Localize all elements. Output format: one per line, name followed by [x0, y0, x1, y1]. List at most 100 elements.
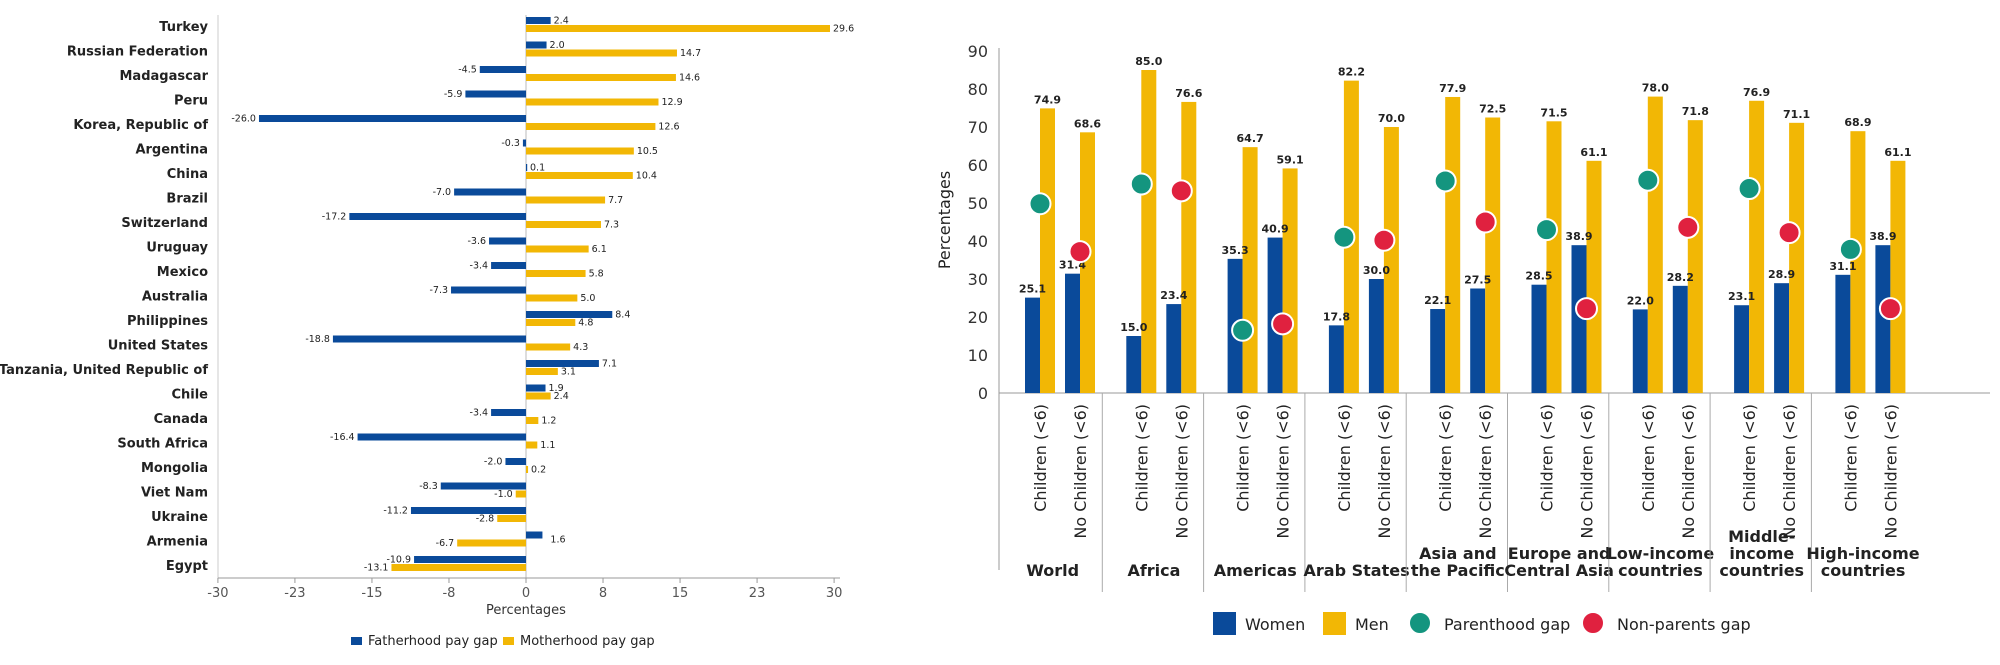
- fatherhood-bar: [526, 164, 528, 171]
- motherhood-bar: [526, 123, 656, 130]
- men-bar: [1749, 100, 1765, 393]
- women-value-label: 22.1: [1424, 294, 1451, 307]
- group-label: countries: [1821, 561, 1906, 580]
- data-label: 5.0: [580, 293, 595, 304]
- category-label: Brazil: [166, 192, 208, 207]
- data-label: -1.0: [494, 489, 513, 500]
- data-label: 0.2: [531, 465, 546, 476]
- data-label: 5.8: [589, 269, 604, 280]
- data-label: 2.4: [554, 391, 569, 402]
- data-label: 4.3: [573, 342, 588, 353]
- men-value-label: 76.9: [1743, 86, 1770, 99]
- motherhood-bar: [526, 270, 586, 277]
- men-value-label: 78.0: [1642, 82, 1669, 95]
- category-label: Argentina: [135, 143, 208, 158]
- men-bar: [1687, 120, 1703, 393]
- x-tick-label: -15: [361, 586, 382, 601]
- children-label: Children (<6): [1234, 404, 1253, 512]
- motherhood-bar: [526, 368, 558, 375]
- men-bar: [1141, 70, 1157, 393]
- motherhood-bar: [526, 98, 659, 106]
- y-tick-label: 20: [968, 308, 988, 327]
- group-label: the Pacific: [1411, 561, 1505, 580]
- non-parents-gap-marker: [1676, 215, 1700, 239]
- fatherhood-bar: [526, 384, 546, 392]
- men-value-label: 72.5: [1479, 103, 1506, 116]
- men-bar: [1383, 127, 1399, 393]
- men-value-label: 76.6: [1175, 87, 1202, 100]
- men-bar: [1546, 121, 1562, 394]
- x-tick-label: -8: [442, 586, 455, 601]
- legend-swatch-motherhood: [503, 637, 514, 645]
- men-value-label: 59.1: [1277, 153, 1304, 166]
- children-label: Children (<6): [1132, 404, 1151, 512]
- men-bar: [1850, 131, 1866, 393]
- y-tick-label: 10: [968, 346, 988, 365]
- data-label: 8.4: [615, 310, 630, 321]
- data-label: -3.4: [470, 261, 489, 272]
- men-bar: [1789, 122, 1805, 393]
- data-label: 14.6: [679, 73, 700, 84]
- motherhood-bar: [526, 196, 606, 204]
- women-bar: [1632, 309, 1648, 393]
- legend-label-women: Women: [1245, 615, 1305, 634]
- category-label: United States: [108, 339, 209, 354]
- men-value-label: 82.2: [1338, 66, 1365, 79]
- category-label: South Africa: [117, 437, 208, 452]
- women-bar: [1368, 279, 1384, 393]
- right-bars: 25.174.931.468.615.085.023.476.635.364.7…: [1019, 55, 1911, 394]
- category-label: Korea, Republic of: [73, 118, 208, 133]
- y-tick-label: 70: [968, 118, 988, 137]
- data-label: -0.3: [501, 138, 520, 149]
- no-children-label: No Children (<6): [1071, 404, 1090, 539]
- right-employment-chart: Percentages 0 10 20 30 40 50 60 70 80 90 25.1 74.9…: [935, 42, 1990, 635]
- parenthood-gap-marker: [1737, 177, 1761, 201]
- children-label: Children (<6): [1841, 404, 1860, 512]
- legend-swatch-fatherhood: [351, 637, 362, 645]
- data-label: 7.1: [602, 359, 617, 370]
- category-label: Switzerland: [121, 216, 208, 231]
- data-label: -7.0: [433, 187, 452, 198]
- motherhood-bar: [391, 564, 526, 571]
- fatherhood-bar: [526, 531, 543, 539]
- women-bar: [1166, 304, 1182, 393]
- left-legend: Fatherhood pay gap Motherhood pay gap: [351, 634, 655, 649]
- fatherhood-bar: [526, 311, 613, 318]
- women-value-label: 27.5: [1464, 274, 1491, 287]
- left-bars: Turkey 2.4 29.6 Russian Federation 2.0 14.7 Ma…: [0, 16, 854, 575]
- men-value-label: 68.6: [1074, 117, 1101, 130]
- x-tick-label: 0: [522, 586, 530, 601]
- motherhood-bar: [526, 147, 634, 155]
- data-label: -7.3: [429, 285, 448, 296]
- left-x-ticks: -30 -23 -15 -8 0 8 15 23 30: [207, 578, 842, 601]
- group-label: Low-income: [1607, 544, 1715, 563]
- men-value-label: 68.9: [1844, 116, 1871, 129]
- fatherhood-bar: [526, 360, 599, 367]
- children-label: Children (<6): [1740, 404, 1759, 512]
- x-tick-label: 15: [672, 586, 689, 601]
- women-value-label: 22.0: [1627, 294, 1654, 307]
- legend-label-motherhood: Motherhood pay gap: [520, 634, 655, 649]
- parenthood-gap-marker: [1028, 192, 1052, 216]
- women-value-label: 31.1: [1829, 260, 1856, 273]
- parenthood-gap-marker: [1838, 237, 1862, 261]
- data-label: 3.1: [561, 367, 576, 378]
- men-value-label: 71.5: [1540, 106, 1567, 119]
- men-bar: [1485, 117, 1501, 393]
- category-label: Turkey: [159, 20, 208, 35]
- parenthood-gap-marker: [1433, 169, 1457, 193]
- non-parents-gap-marker: [1169, 179, 1193, 203]
- group-label: income: [1729, 544, 1794, 563]
- women-value-label: 40.9: [1262, 223, 1289, 236]
- data-label: 2.0: [550, 40, 565, 51]
- legend-label-men: Men: [1355, 615, 1389, 634]
- legend-label-non-parents-gap: Non-parents gap: [1617, 615, 1751, 634]
- category-label: Uruguay: [146, 241, 208, 256]
- left-pay-gap-chart: Turkey 2.4 29.6 Russian Federation 2.0 14.7 Ma…: [0, 15, 854, 649]
- x-tick-label: 8: [599, 586, 607, 601]
- fatherhood-bar: [258, 115, 526, 122]
- women-value-label: 25.1: [1019, 283, 1046, 296]
- data-label: 10.5: [637, 146, 658, 157]
- non-parents-gap-marker: [1372, 228, 1396, 252]
